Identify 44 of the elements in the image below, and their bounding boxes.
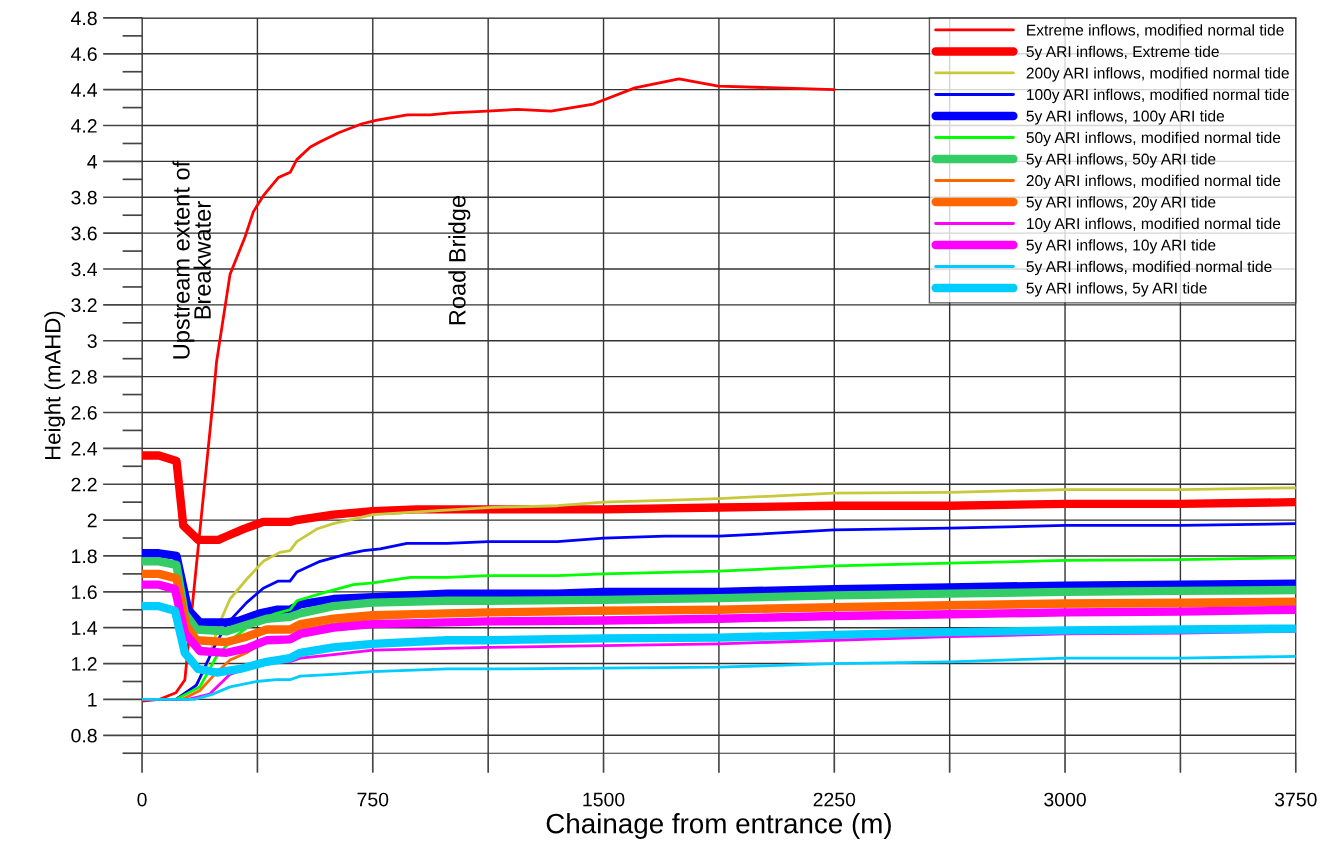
y-tick-label: 3.4 [71, 262, 98, 277]
y-tick-label: 1.2 [72, 657, 97, 671]
y-tick-label: 3.2 [71, 298, 97, 313]
y-tick-label: 1.8 [72, 549, 97, 564]
x-axis-title: Chainage from entrance (m) [546, 813, 891, 839]
x-tick-label: 0 [137, 792, 147, 807]
annotation: Upstream extent of Breakwater [172, 160, 211, 359]
y-tick-label: 1.4 [72, 621, 98, 635]
legend-label: 5y ARI inflows, 100y ARI tide [1026, 110, 1225, 125]
legend-label: 5y ARI inflows, 10y ARI tide [1026, 239, 1216, 254]
legend-label: 5y ARI inflows, 50y ARI tide [1026, 153, 1216, 168]
x-tick-label: 3000 [1044, 792, 1086, 807]
y-tick-label: 4 [87, 155, 98, 169]
y-tick-label: 3 [87, 334, 97, 348]
y-tick-label: 3.6 [71, 226, 97, 241]
y-tick-label: 3.8 [71, 190, 97, 205]
y-tick-label: 0.8 [71, 728, 97, 743]
legend-label: 20y ARI inflows, modified normal tide [1026, 174, 1281, 190]
y-tick-label: 2 [87, 513, 97, 528]
y-tick-label: 2.6 [71, 405, 97, 420]
legend-label: 5y ARI inflows, Extreme tide [1026, 45, 1219, 61]
x-tick-label: 2250 [813, 792, 856, 807]
y-axis-title: Height (mAHD) [44, 311, 66, 460]
y-tick-label: 2.2 [71, 477, 97, 492]
y-tick-label: 4.8 [71, 11, 97, 26]
y-tick-label: 4.6 [71, 47, 97, 62]
x-tick-label: 1500 [583, 792, 625, 807]
x-tick-label: 750 [357, 792, 389, 807]
legend-label: Extreme inflows, modified normal tide [1027, 24, 1284, 38]
legend-label: 5y ARI inflows, 5y ARI tide [1026, 282, 1207, 297]
y-tick-label: 1 [88, 693, 97, 707]
x-tick-label: 3750 [1274, 792, 1317, 807]
y-tick-label: 2.4 [71, 441, 98, 456]
legend-label: 50y ARI inflows, modified normal tide [1026, 131, 1281, 147]
y-tick-label: 4.4 [71, 83, 98, 97]
legend-label: 100y ARI inflows, modified normal tide [1027, 88, 1289, 104]
y-tick-label: 1.6 [72, 585, 97, 600]
legend-label: 200y ARI inflows, modified normal tide [1026, 67, 1289, 82]
annotation: Road Bridge [448, 196, 471, 325]
legend-label: 5y ARI inflows, modified normal tide [1026, 260, 1272, 276]
y-tick-label: 4.2 [71, 119, 97, 133]
y-tick-label: 2.8 [71, 370, 97, 384]
legend-label: 10y ARI inflows, modified normal tide [1027, 217, 1281, 233]
legend-label: 5y ARI inflows, 20y ARI tide [1026, 196, 1216, 211]
